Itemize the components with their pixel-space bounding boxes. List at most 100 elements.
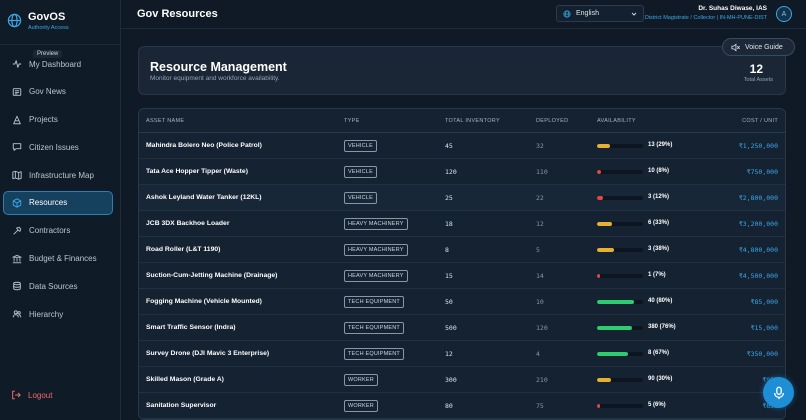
user-role: District Magistrate / Collector | IN-MH-… [644, 15, 767, 21]
availability-value: 5 (6%) [648, 402, 666, 408]
sidebar-item-gov-news[interactable]: Gov News [3, 80, 113, 104]
column-header-total-inventory[interactable]: TOTAL INVENTORY [445, 118, 500, 124]
cost-per-unit: ₹1,250,000 [738, 142, 778, 150]
total-inventory: 80 [445, 402, 453, 410]
asset-name: Road Roller (L&T 1190) [146, 246, 221, 253]
sidebar-item-label: Hierarchy [29, 309, 64, 319]
table-row[interactable]: Suction-Cum-Jetting Machine (Drainage) HE… [139, 263, 785, 289]
cost-per-unit: ₹15,000 [750, 324, 778, 332]
sidebar-item-label: Projects [29, 115, 58, 125]
brand-name: GovOS [28, 11, 66, 23]
sidebar-item-hierarchy[interactable]: Hierarchy [3, 302, 113, 326]
sidebar-item-data-sources[interactable]: Data Sources [3, 274, 113, 298]
deployed-count: 120 [536, 324, 548, 332]
sidebar-item-projects[interactable]: Projects [3, 108, 113, 132]
column-header-asset-name[interactable]: ASSET NAME [146, 118, 185, 124]
table-row[interactable]: Skilled Mason (Grade A) WORKER 300 210 90 (3… [139, 367, 785, 393]
asset-name: JCB 3DX Backhoe Loader [146, 220, 230, 227]
availability-value: 10 (8%) [648, 168, 670, 174]
column-header-deployed[interactable]: DEPLOYED [536, 118, 569, 124]
asset-name: Fogging Machine (Vehicle Mounted) [146, 298, 262, 305]
deployed-count: 4 [536, 350, 540, 358]
availability-bar [597, 378, 643, 382]
availability-value: 3 (12%) [648, 194, 670, 200]
total-inventory: 300 [445, 376, 457, 384]
availability-value: 1 (7%) [648, 272, 666, 278]
deployed-count: 12 [536, 220, 544, 228]
table-row[interactable]: Survey Drone (DJI Mavic 3 Enterprise) TEC… [139, 341, 785, 367]
availability-bar-fill [597, 352, 628, 356]
avatar[interactable]: A [776, 6, 792, 22]
table-row[interactable]: Fogging Machine (Vehicle Mounted) TECH EQ… [139, 289, 785, 315]
deployed-count: 210 [536, 376, 548, 384]
type-badge: VEHICLE [344, 166, 377, 178]
column-header-availability[interactable]: AVAILABILITY [597, 118, 636, 124]
brand-subtitle: Authority Access [28, 25, 69, 31]
column-header-cost-per-unit[interactable]: COST / UNIT [742, 118, 778, 124]
cost-per-unit: ₹750,000 [746, 168, 778, 176]
user-name: Dr. Suhas Diwase, IAS [698, 5, 767, 12]
deployed-count: 5 [536, 246, 540, 254]
map-icon [12, 170, 22, 180]
availability-value: 40 (80%) [648, 298, 673, 304]
table-row[interactable]: Ashok Leyland Water Tanker (12KL) VEHICLE… [139, 185, 785, 211]
section-subtitle: Monitor equipment and workforce availabi… [150, 75, 280, 82]
sidebar-divider [0, 44, 121, 45]
deployed-count: 10 [536, 298, 544, 306]
asset-name: Ashok Leyland Water Tanker (12KL) [146, 194, 262, 201]
table-row[interactable]: Road Roller (L&T 1190) HEAVY MACHINERY 8 5 3… [139, 237, 785, 263]
chevron-down-icon [631, 12, 637, 16]
type-badge: TECH EQUIPMENT [344, 348, 404, 360]
microphone-icon [773, 386, 784, 399]
voice-guide-button[interactable]: Voice Guide [722, 38, 795, 56]
asset-name: Survey Drone (DJI Mavic 3 Enterprise) [146, 350, 270, 357]
availability-value: 380 (76%) [648, 324, 676, 330]
sidebar-item-resources[interactable]: Resources [3, 190, 113, 215]
availability-bar-fill [597, 404, 600, 408]
logout-button[interactable]: Logout [11, 390, 52, 400]
type-badge: TECH EQUIPMENT [344, 296, 404, 308]
total-inventory: 18 [445, 220, 453, 228]
sidebar-item-label: Resources [29, 198, 68, 208]
availability-value: 90 (30%) [648, 376, 673, 382]
bank-icon [12, 254, 22, 263]
availability-value: 6 (33%) [648, 220, 670, 226]
cost-per-unit: ₹85,000 [750, 298, 778, 306]
table-row[interactable]: Tata Ace Hopper Tipper (Waste) VEHICLE 120… [139, 159, 785, 185]
brand[interactable]: GovOS Authority Access [7, 9, 117, 39]
sidebar-item-label: Gov News [29, 87, 66, 97]
message-icon [12, 143, 22, 152]
availability-bar [597, 170, 643, 174]
deployed-count: 32 [536, 142, 544, 150]
voice-assistant-button[interactable] [763, 377, 794, 408]
sidebar-item-my-dashboard[interactable]: My Dashboard [3, 52, 113, 76]
total-inventory: 120 [445, 168, 457, 176]
sidebar-item-contractors[interactable]: Contractors [3, 219, 113, 243]
activity-icon [12, 60, 22, 68]
deployed-count: 75 [536, 402, 544, 410]
cost-per-unit: ₹4,800,000 [738, 246, 778, 254]
total-inventory: 500 [445, 324, 457, 332]
deployed-count: 110 [536, 168, 548, 176]
table-row[interactable]: Mahindra Bolero Neo (Police Patrol) VEHIC… [139, 133, 785, 159]
table-row[interactable]: Smart Traffic Sensor (Indra) TECH EQUIPME… [139, 315, 785, 341]
availability-value: 8 (67%) [648, 350, 670, 356]
availability-bar-fill [597, 196, 603, 200]
sidebar-item-label: Contractors [29, 226, 71, 236]
sidebar-item-budget-finances[interactable]: Budget & Finances [3, 247, 113, 271]
availability-bar [597, 404, 643, 408]
language-select[interactable]: English [556, 5, 644, 22]
column-header-type[interactable]: TYPE [344, 118, 360, 124]
table-row[interactable]: JCB 3DX Backhoe Loader HEAVY MACHINERY 18 1… [139, 211, 785, 237]
availability-bar [597, 144, 643, 148]
asset-name: Smart Traffic Sensor (Indra) [146, 324, 236, 331]
top-header: Gov Resources English Dr. Suhas Diwase, … [121, 0, 806, 29]
deployed-count: 22 [536, 194, 544, 202]
asset-name: Sanitation Supervisor [146, 402, 217, 409]
newspaper-icon [12, 88, 22, 96]
availability-bar [597, 248, 643, 252]
availability-bar-fill [597, 326, 632, 330]
sidebar-item-infrastructure-map[interactable]: Infrastructure Map [3, 163, 113, 187]
sidebar-item-citizen-issues[interactable]: Citizen Issues [3, 135, 113, 159]
